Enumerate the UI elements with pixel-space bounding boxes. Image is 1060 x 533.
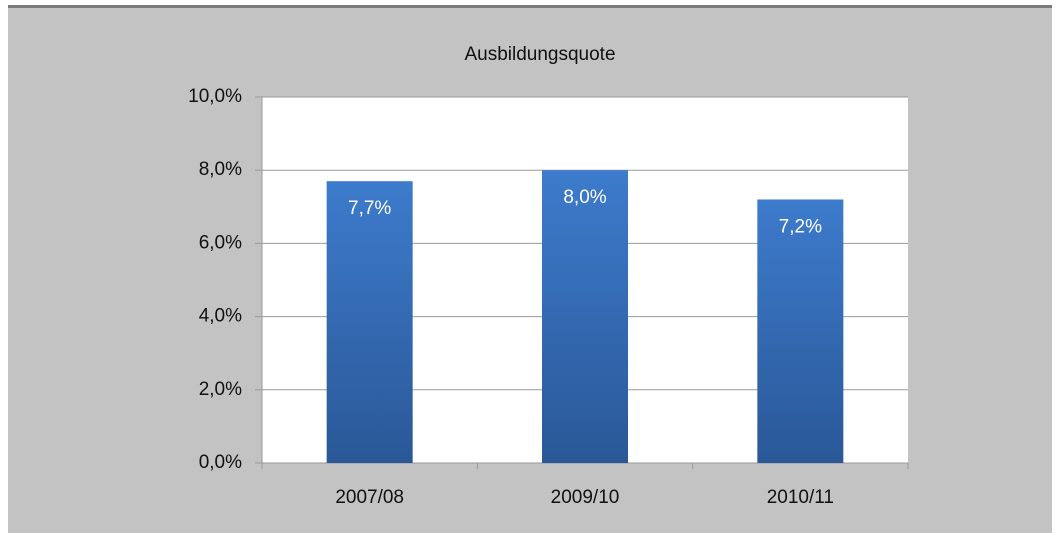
bar xyxy=(757,199,844,464)
x-tick-label: 2010/11 xyxy=(767,487,834,508)
y-tick-label: 4,0% xyxy=(199,306,242,327)
x-tick-label: 2007/08 xyxy=(335,487,404,508)
y-tick-label: 10,0% xyxy=(188,86,242,107)
bar xyxy=(326,181,413,463)
chart-title: Ausbildungsquote xyxy=(464,44,615,65)
data-label: 7,2% xyxy=(779,216,822,237)
data-label: 7,7% xyxy=(348,198,391,219)
y-tick-label: 0,0% xyxy=(199,452,242,473)
x-tick-label: 2009/10 xyxy=(551,487,620,508)
y-tick-label: 8,0% xyxy=(199,159,242,180)
y-tick-label: 2,0% xyxy=(199,379,242,400)
y-tick-label: 6,0% xyxy=(199,232,242,253)
bar xyxy=(542,170,628,463)
top-border xyxy=(8,5,1052,8)
data-label: 8,0% xyxy=(563,187,606,208)
